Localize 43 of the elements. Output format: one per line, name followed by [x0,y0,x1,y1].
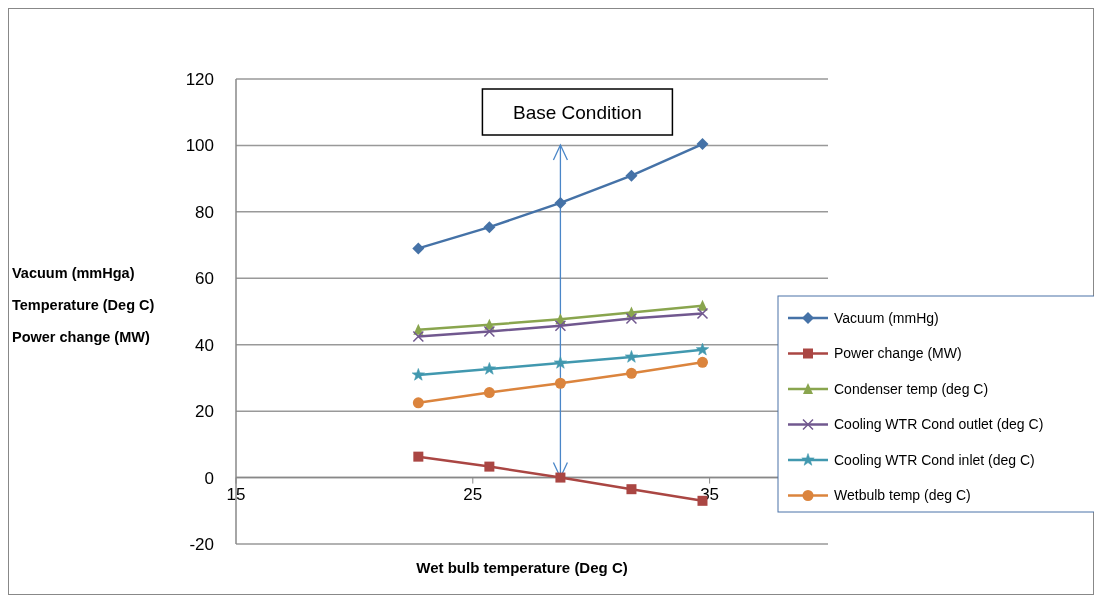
point [624,350,638,363]
y-tick-label: 60 [195,269,214,289]
x-tick-label: 25 [463,484,483,504]
point [697,356,708,368]
x-axis-title: Wet bulb temperature (Deg C) [416,559,628,576]
point [411,368,425,381]
point [625,169,638,182]
point [626,484,637,495]
point [484,461,495,472]
point [483,325,496,338]
point [412,397,424,409]
x-tick-label: 15 [226,484,246,504]
point [625,312,638,325]
y-tick-label: 100 [185,136,214,156]
y-axis-title: Vacuum (mmHga) Temperature (Deg C) Power change (MW) [12,265,155,345]
point [554,320,567,332]
legend-label: Cooling WTR Cond inlet (deg C) [834,451,1035,468]
point [412,242,425,255]
point [553,356,567,369]
y-tick-label: 20 [195,402,214,422]
point [554,196,567,209]
point [483,387,495,399]
y-tick-label: 120 [185,69,214,89]
point [696,342,709,356]
point [483,221,496,234]
point [696,307,709,320]
y-tick-label: 0 [204,468,214,488]
legend-label: Vacuum (mmHg) [834,309,939,326]
y-tick-label: -20 [189,534,214,554]
point [554,377,566,389]
point [696,138,709,151]
legend-label: Wetbulb temp (deg C) [834,487,971,504]
y-tick-label: 40 [195,335,214,355]
legend-label: Condenser temp (deg C) [834,380,989,397]
legend-label: Cooling WTR Cond outlet (deg C) [834,416,1044,433]
ref-line-label: Base Condition [512,101,642,123]
point [625,367,637,379]
point [555,472,566,483]
point [412,330,425,343]
y-tick-label: 80 [195,202,214,222]
point [413,451,424,462]
legend-label: Power change (MW) [834,345,962,362]
point [482,362,496,375]
